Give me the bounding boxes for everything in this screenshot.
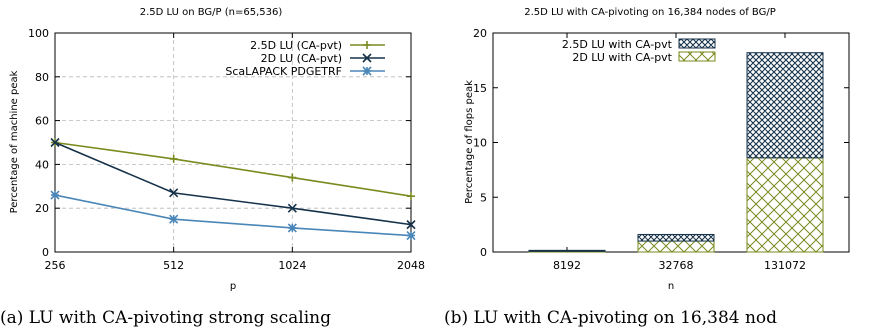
y-tick-label: 60 bbox=[35, 115, 49, 128]
bar-segment bbox=[528, 249, 606, 252]
y-tick-label: 5 bbox=[480, 191, 487, 204]
chart-a-title: 2.5D LU on BG/P (n=65,536) bbox=[140, 7, 283, 18]
data-point bbox=[406, 231, 416, 241]
chart-a-y-axis-label: Percentage of machine peak bbox=[9, 70, 20, 213]
data-point bbox=[169, 214, 179, 224]
data-point bbox=[406, 220, 416, 230]
legend-entry-label: 2.5D LU with CA-pvt bbox=[562, 38, 673, 51]
chart-a-x-ticks: 256 512 1024 2048 bbox=[45, 33, 425, 272]
y-tick-label: 40 bbox=[35, 158, 49, 171]
legend-entry-label: 2.5D LU (CA-pvt) bbox=[250, 39, 342, 52]
data-point bbox=[169, 188, 179, 198]
chart-b-x-axis-label: n bbox=[668, 281, 674, 292]
x-tick-label: 32768 bbox=[659, 259, 694, 272]
legend-entry-swatch bbox=[678, 38, 716, 49]
chart-a-series bbox=[50, 137, 416, 241]
caption-a: (a) LU with CA-pivoting strong scaling bbox=[0, 308, 331, 328]
caption-b: (b) LU with CA-pivoting on 16,384 nod bbox=[444, 308, 777, 328]
chart-b-stacked-bar: 2.5D LU with CA-pivoting on 16,384 nodes… bbox=[464, 7, 850, 292]
data-point bbox=[169, 154, 178, 163]
data-point bbox=[407, 192, 415, 201]
bar-segment bbox=[637, 240, 715, 253]
legend-entry-label: 2D LU (CA-pvt) bbox=[261, 52, 342, 65]
y-tick-label: 100 bbox=[28, 27, 49, 40]
y-tick-label: 20 bbox=[35, 202, 49, 215]
legend-entry-swatch bbox=[678, 51, 716, 62]
x-tick-label: 131072 bbox=[764, 259, 806, 272]
chart-b-bars bbox=[528, 52, 824, 253]
chart-a-legend: 2.5D LU (CA-pvt)2D LU (CA-pvt)ScaLAPACK … bbox=[225, 39, 385, 78]
series-line bbox=[54, 141, 412, 197]
bar-segment bbox=[637, 233, 715, 242]
series-0 bbox=[51, 138, 415, 201]
y-tick-label: 0 bbox=[480, 246, 487, 259]
y-tick-label: 0 bbox=[42, 246, 49, 259]
series-line bbox=[54, 141, 412, 226]
data-point bbox=[288, 173, 297, 182]
chart-a-line: 2.5D LU on BG/P (n=65,536) 020406080100 … bbox=[9, 7, 425, 292]
chart-b-y-axis-label: Percentage of flops peak bbox=[464, 80, 475, 204]
y-tick-label: 80 bbox=[35, 71, 49, 84]
data-point bbox=[287, 223, 297, 233]
chart-b-y-ticks: 0 5 10 15 20 bbox=[473, 27, 849, 259]
y-tick-label: 10 bbox=[473, 137, 487, 150]
x-tick-label: 2048 bbox=[397, 259, 425, 272]
legend-entry-label: ScaLAPACK PDGETRF bbox=[225, 65, 342, 78]
y-tick-label: 20 bbox=[473, 27, 487, 40]
data-point bbox=[50, 190, 60, 200]
bar-segment bbox=[746, 157, 824, 253]
x-tick-label: 8192 bbox=[553, 259, 581, 272]
chart-a-x-axis-label: p bbox=[230, 281, 236, 292]
legend-entry-marker bbox=[362, 53, 372, 63]
legend-entry-label: 2D LU with CA-pvt bbox=[572, 51, 672, 64]
series-2 bbox=[50, 190, 416, 241]
chart-b-title: 2.5D LU with CA-pivoting on 16,384 nodes… bbox=[524, 7, 775, 18]
x-tick-label: 256 bbox=[45, 259, 66, 272]
data-point bbox=[287, 203, 297, 213]
x-tick-label: 512 bbox=[163, 259, 184, 272]
legend-entry-marker bbox=[363, 41, 371, 49]
bar-segment bbox=[746, 52, 824, 159]
series-line bbox=[54, 194, 412, 237]
x-tick-label: 1024 bbox=[278, 259, 306, 272]
chart-a-y-ticks: 0 20 40 60 80 100 bbox=[28, 27, 411, 259]
series-1 bbox=[50, 137, 416, 230]
data-point bbox=[50, 137, 60, 148]
y-tick-label: 15 bbox=[473, 82, 487, 95]
legend-entry-marker bbox=[362, 66, 372, 76]
